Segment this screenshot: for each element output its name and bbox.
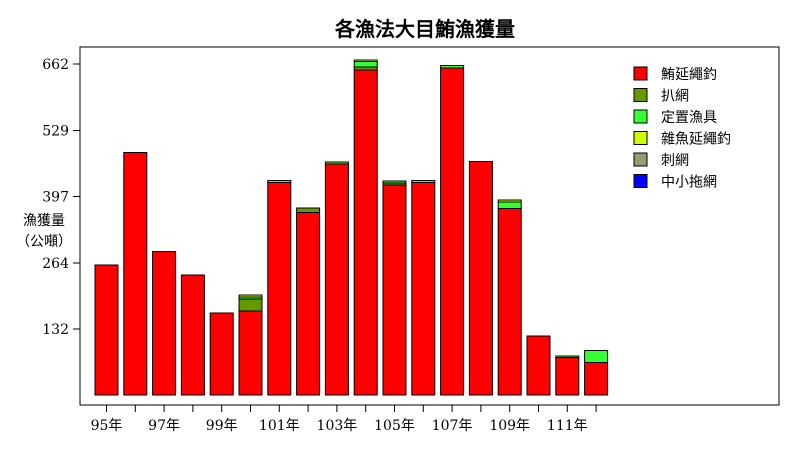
bar-segment bbox=[440, 67, 465, 396]
bar-segment bbox=[411, 182, 436, 396]
bar-segment bbox=[180, 274, 205, 396]
bars bbox=[94, 59, 609, 396]
bar-segment bbox=[555, 355, 580, 358]
bar-segment bbox=[238, 294, 263, 298]
bar-segment bbox=[209, 312, 234, 396]
bar-segment bbox=[353, 59, 378, 62]
bar-segment bbox=[584, 362, 609, 396]
bar-segment bbox=[353, 69, 378, 396]
bar-segment bbox=[267, 180, 292, 183]
bar-segment bbox=[526, 335, 551, 396]
bar-segment bbox=[152, 251, 177, 396]
x-tick-label: 99年 bbox=[206, 418, 238, 434]
x-tick-label: 107年 bbox=[432, 418, 473, 434]
legend-swatch bbox=[633, 66, 648, 81]
y-tick-label: 662 bbox=[42, 57, 69, 73]
bar-segment bbox=[584, 350, 609, 363]
bar-segment bbox=[296, 207, 321, 213]
x-axis: 95年 97年 99年 101年 103年 105年 107年 109年 111年 bbox=[91, 404, 597, 434]
legend-swatch bbox=[633, 131, 648, 145]
x-tick-label: 95年 bbox=[91, 418, 123, 434]
legend-label: 定置漁具 bbox=[661, 110, 717, 126]
bar-segment bbox=[555, 357, 580, 396]
bar-segment bbox=[123, 152, 148, 396]
bar-segment bbox=[497, 199, 522, 203]
legend-swatch bbox=[633, 88, 648, 102]
x-tick-label: 109年 bbox=[489, 418, 530, 434]
y-tick-label: 264 bbox=[42, 256, 69, 272]
bar-segment bbox=[353, 61, 378, 68]
y-tick-label: 132 bbox=[42, 322, 69, 338]
legend-label: 刺網 bbox=[661, 153, 689, 169]
legend-label: 扒網 bbox=[661, 89, 689, 105]
legend-label: 中小拖網 bbox=[661, 175, 717, 191]
bar-segment bbox=[497, 201, 522, 209]
bar-segment bbox=[382, 180, 407, 184]
chart-title: 各漁法大目鮪漁獲量 bbox=[334, 17, 515, 41]
x-tick-label: 103年 bbox=[317, 418, 358, 434]
bar-segment bbox=[324, 161, 349, 165]
bar-segment bbox=[497, 208, 522, 396]
y-tick-label: 397 bbox=[42, 190, 69, 206]
x-tick-label: 97年 bbox=[148, 418, 180, 434]
bar-segment bbox=[94, 264, 119, 396]
legend-label: 雜魚延繩釣 bbox=[661, 132, 731, 148]
bar-segment bbox=[440, 65, 465, 69]
bar-segment bbox=[296, 212, 321, 396]
bar-segment bbox=[468, 161, 493, 396]
y-axis-label-line2: （公噸） bbox=[16, 234, 72, 250]
x-tick-label: 111年 bbox=[547, 418, 588, 434]
x-tick-label: 105年 bbox=[374, 418, 415, 434]
legend-label: 鮪延繩釣 bbox=[661, 67, 717, 83]
bar-segment bbox=[267, 182, 292, 396]
bar-segment bbox=[382, 184, 407, 396]
bar-segment bbox=[238, 298, 263, 312]
legend-swatch bbox=[633, 109, 648, 124]
y-axis-label-line1: 漁獲量 bbox=[23, 213, 65, 229]
bar-segment bbox=[324, 163, 349, 396]
bar-segment bbox=[411, 180, 436, 183]
bar-segment bbox=[238, 310, 263, 396]
legend-swatch bbox=[633, 152, 648, 167]
y-axis: 132 264 397 529 662 bbox=[42, 57, 81, 338]
legend-swatch bbox=[633, 174, 648, 188]
y-tick-label: 529 bbox=[42, 124, 69, 140]
x-tick-label: 101年 bbox=[259, 418, 300, 434]
